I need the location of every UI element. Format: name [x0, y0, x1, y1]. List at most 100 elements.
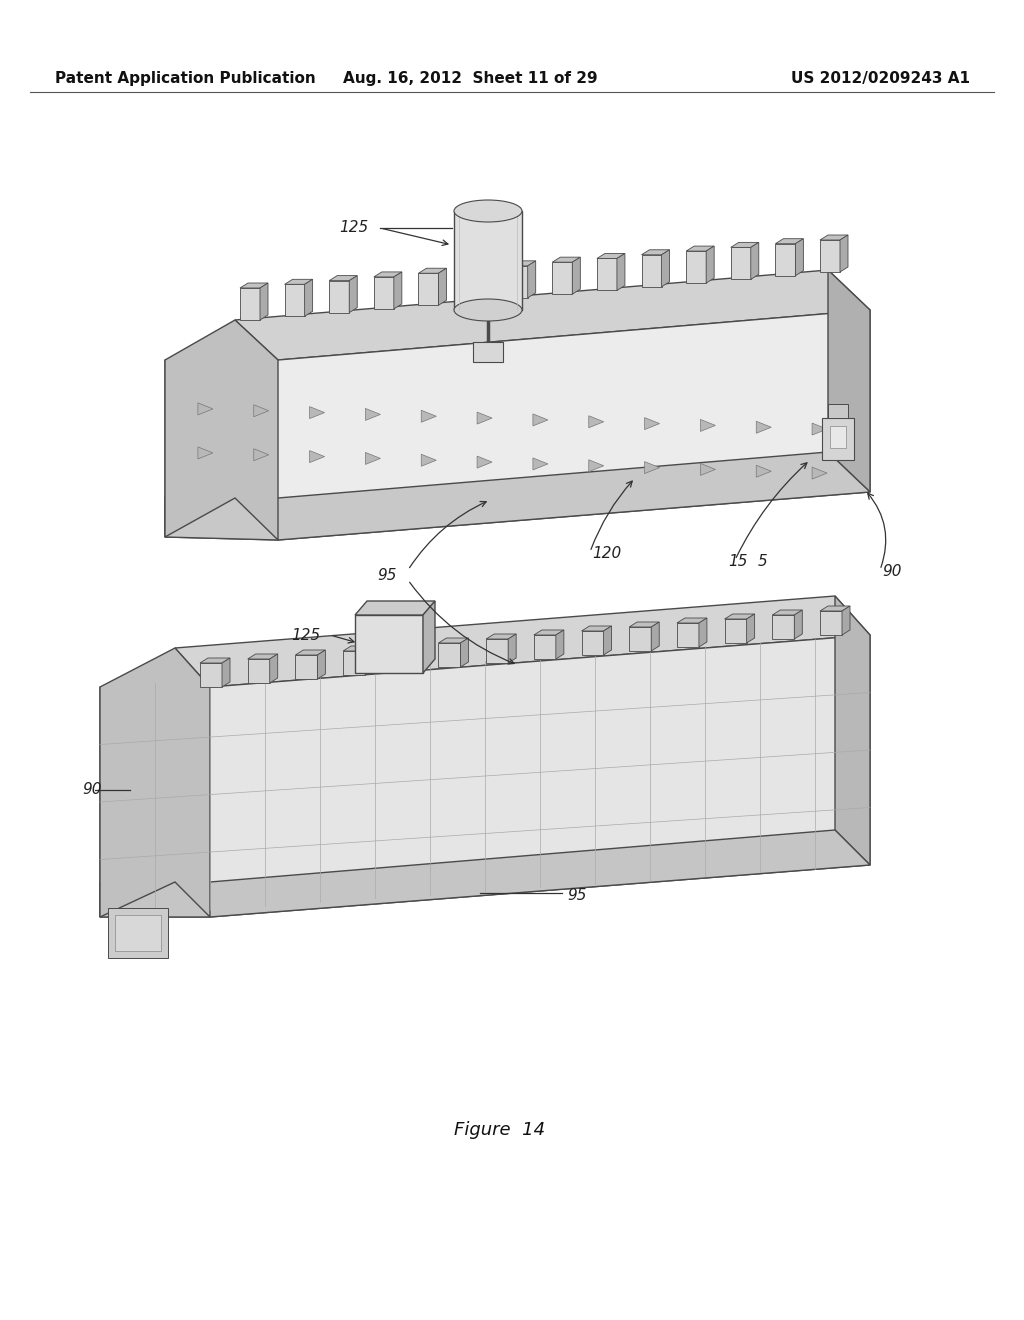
Polygon shape: [686, 246, 714, 251]
Polygon shape: [582, 631, 603, 655]
Polygon shape: [309, 407, 325, 418]
Polygon shape: [751, 243, 759, 280]
Text: 15: 15: [728, 554, 748, 569]
Polygon shape: [820, 235, 848, 240]
Polygon shape: [603, 626, 611, 655]
Ellipse shape: [454, 300, 522, 321]
Polygon shape: [343, 645, 373, 651]
Polygon shape: [108, 908, 168, 958]
Polygon shape: [820, 606, 850, 611]
Text: 125: 125: [291, 627, 319, 643]
Polygon shape: [642, 249, 670, 255]
Polygon shape: [355, 601, 435, 615]
Polygon shape: [828, 271, 870, 492]
Polygon shape: [795, 610, 803, 639]
Polygon shape: [820, 611, 842, 635]
Polygon shape: [686, 251, 707, 282]
Polygon shape: [700, 463, 716, 475]
Polygon shape: [222, 657, 230, 686]
Polygon shape: [477, 457, 493, 469]
Polygon shape: [616, 253, 625, 290]
Polygon shape: [254, 405, 268, 417]
Polygon shape: [355, 615, 423, 673]
Polygon shape: [463, 264, 492, 269]
Polygon shape: [285, 280, 312, 284]
Polygon shape: [725, 614, 755, 619]
Polygon shape: [589, 416, 604, 428]
Polygon shape: [254, 449, 268, 461]
Polygon shape: [330, 276, 357, 281]
Polygon shape: [165, 451, 870, 540]
Polygon shape: [100, 635, 870, 917]
Polygon shape: [486, 634, 516, 639]
Polygon shape: [423, 601, 435, 673]
Polygon shape: [662, 249, 670, 286]
Polygon shape: [677, 618, 707, 623]
Text: 90: 90: [882, 565, 901, 579]
Polygon shape: [699, 618, 707, 647]
Polygon shape: [757, 465, 771, 478]
Polygon shape: [707, 246, 714, 282]
Text: 5: 5: [758, 554, 768, 569]
Polygon shape: [248, 653, 278, 659]
Polygon shape: [842, 606, 850, 635]
Polygon shape: [582, 626, 611, 631]
Polygon shape: [438, 268, 446, 305]
Polygon shape: [589, 459, 604, 471]
Polygon shape: [413, 642, 421, 671]
Polygon shape: [642, 255, 662, 286]
Polygon shape: [317, 649, 326, 678]
Polygon shape: [366, 408, 381, 420]
Polygon shape: [269, 653, 278, 682]
Polygon shape: [552, 257, 581, 263]
Polygon shape: [295, 655, 317, 678]
Polygon shape: [677, 623, 699, 647]
Polygon shape: [309, 450, 325, 462]
Polygon shape: [796, 239, 804, 276]
Polygon shape: [175, 597, 870, 686]
Polygon shape: [746, 614, 755, 643]
Polygon shape: [644, 462, 659, 474]
Polygon shape: [597, 253, 625, 259]
Polygon shape: [349, 276, 357, 313]
Polygon shape: [240, 288, 260, 319]
Polygon shape: [200, 663, 222, 686]
Polygon shape: [391, 647, 413, 671]
Polygon shape: [285, 284, 304, 317]
Polygon shape: [473, 342, 503, 362]
Polygon shape: [552, 263, 572, 294]
Polygon shape: [366, 453, 381, 465]
Polygon shape: [629, 627, 651, 651]
Text: Aug. 16, 2012  Sheet 11 of 29: Aug. 16, 2012 Sheet 11 of 29: [343, 70, 597, 86]
Polygon shape: [454, 211, 522, 310]
Polygon shape: [820, 240, 840, 272]
Polygon shape: [757, 421, 771, 433]
Polygon shape: [597, 259, 616, 290]
Polygon shape: [260, 282, 268, 319]
Polygon shape: [629, 622, 659, 627]
Polygon shape: [725, 619, 746, 643]
Polygon shape: [772, 610, 803, 615]
Polygon shape: [508, 261, 536, 265]
Polygon shape: [200, 657, 230, 663]
Polygon shape: [198, 447, 213, 459]
Polygon shape: [508, 634, 516, 663]
Polygon shape: [304, 280, 312, 317]
Text: 95: 95: [567, 887, 587, 903]
Polygon shape: [830, 426, 846, 447]
Polygon shape: [165, 310, 870, 540]
Polygon shape: [812, 467, 827, 479]
Polygon shape: [700, 420, 716, 432]
Polygon shape: [234, 271, 870, 360]
Text: 125: 125: [339, 220, 368, 235]
Polygon shape: [343, 651, 366, 675]
Ellipse shape: [454, 201, 522, 222]
Polygon shape: [508, 265, 527, 298]
Polygon shape: [775, 239, 804, 244]
Polygon shape: [419, 273, 438, 305]
Polygon shape: [840, 235, 848, 272]
Polygon shape: [835, 597, 870, 865]
Text: US 2012/0209243 A1: US 2012/0209243 A1: [791, 70, 970, 86]
Polygon shape: [532, 414, 548, 426]
Polygon shape: [534, 635, 556, 659]
